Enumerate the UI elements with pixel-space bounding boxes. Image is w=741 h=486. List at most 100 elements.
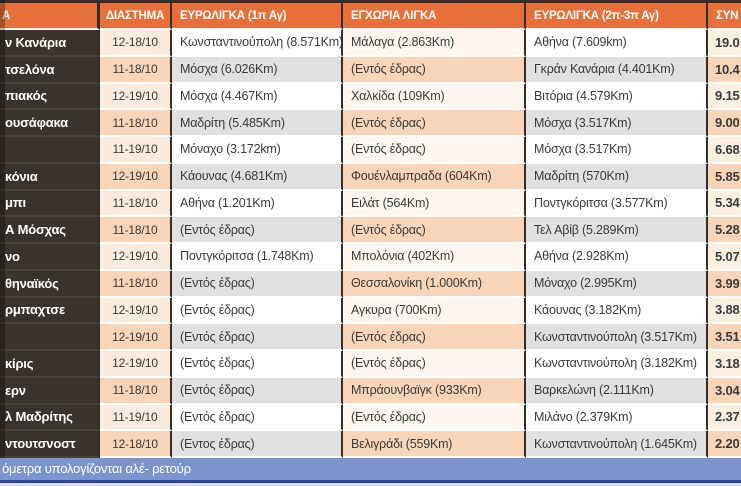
- total-cell: 5.34: [708, 190, 741, 218]
- euroleague-1-cell: (Εντός έδρας): [172, 297, 343, 325]
- euroleague-2-3-cell: Βαρκελώνη (2.111Km): [526, 377, 708, 405]
- team-cell: λ Μαδρίτης: [0, 404, 100, 432]
- euroleague-1-cell: Μαδρίτη (5.485Km): [172, 110, 343, 137]
- domestic-league-cell: Μάλαγα (2.863Km): [343, 30, 526, 57]
- table-row: πιακός 12-19/10 Μόσχα (4.467Km) Χαλκίδα (10…: [0, 83, 741, 111]
- total-cell: 6.68: [708, 137, 741, 164]
- table-row: τσελόνα 11-18/10 Μόσχα (6.026Km) (Εντός έδρ…: [0, 56, 741, 84]
- period-cell: 11-18/10: [100, 190, 172, 218]
- euroleague-1-cell: (Εντός έδρας): [172, 217, 343, 244]
- total-cell: 2.37: [708, 404, 741, 432]
- period-cell: 11-18/10: [100, 377, 172, 405]
- domestic-league-cell: (Εντός έδρας): [343, 56, 526, 84]
- total-cell: 9.15: [708, 83, 741, 111]
- total-cell: 3.88: [708, 297, 741, 325]
- euroleague-2-3-cell: Αθήνα (2.928Km): [526, 244, 708, 271]
- period-cell: 12-18/10: [100, 30, 172, 57]
- table-body: ν Κανάρια 12-18/10 Κωνσταντινούπολη (8.571…: [0, 30, 741, 458]
- total-cell: 3.04: [708, 377, 741, 405]
- total-cell: 5.85: [708, 163, 741, 191]
- period-cell: 12-19/10: [100, 351, 172, 378]
- team-cell: [0, 137, 100, 164]
- domestic-league-cell: Θεσσαλονίκη (1.000Km): [343, 270, 526, 298]
- team-cell: ρμπαχτσε: [0, 297, 100, 325]
- domestic-league-cell: Βελιγράδι (559Km): [343, 431, 526, 458]
- table-row: νο 12-19/10 Ποντγκόριτσα (1.748Km) Μπολόνια…: [0, 244, 741, 271]
- header-euroleague-2-3: ΕΥΡΩΛΙΓΚΑ (2π-3π Αγ): [526, 0, 708, 30]
- domestic-league-cell: Φουένλαμπραδα (604Km): [343, 163, 526, 191]
- domestic-league-cell: (Εντός έδρας): [343, 324, 526, 351]
- footer-note-bar: όμετρα υπολογίζονται αλέ- ρετούρ: [0, 458, 741, 483]
- table-row: 11-19/10 Μόναχο (3.172km) (Εντός έδρας) Μόσ…: [0, 137, 741, 164]
- period-cell: 11-18/10: [100, 270, 172, 298]
- euroleague-2-3-cell: Τελ Αβίβ (5.289Km): [526, 217, 708, 244]
- table-row: κίρις 12-19/10 (Εντός έδρας) (Εντός έδρας) Κ…: [0, 351, 741, 378]
- euroleague-2-3-cell: Γκράν Κανάρια (4.401Km): [526, 56, 708, 84]
- team-cell: πιακός: [0, 83, 100, 111]
- euroleague-1-cell: Μόσχα (6.026Km): [172, 56, 343, 84]
- domestic-league-cell: Ειλάτ (564Km): [343, 190, 526, 218]
- euroleague-1-cell: (Εντός έδρας): [172, 351, 343, 378]
- table-row: θηναϊκός 11-18/10 (Εντός έδρας) Θεσσαλονίκη…: [0, 270, 741, 298]
- table-row: 12-19/10 (Εντός έδρας) (Εντός έδρας) Κωνστα…: [0, 324, 741, 351]
- euroleague-1-cell: (Εντος έδρας): [172, 431, 343, 458]
- period-cell: 12-19/10: [100, 83, 172, 111]
- euroleague-2-3-cell: Κωνσταντινούπολη (3.517Km): [526, 324, 708, 351]
- table-row: λ Μαδρίτης 11-19/10 (Εντός έδρας) (Εντός έδ…: [0, 404, 741, 432]
- euroleague-2-3-cell: Μόσχα (3.517Km): [526, 110, 708, 137]
- header-period: ΔΙΑΣΤΗΜΑ: [100, 0, 172, 30]
- period-cell: 12-19/10: [100, 244, 172, 271]
- domestic-league-cell: Αγκυρα (700Km): [343, 297, 526, 325]
- table-row: ερν 11-18/10 (Εντός έδρας) Μπράουνβαϊγκ (93…: [0, 377, 741, 405]
- euroleague-2-3-cell: Κωνσταντινούπολη (3.182Km): [526, 351, 708, 378]
- team-cell: ουσάφακα: [0, 110, 100, 137]
- team-cell: ντουτσνοστ: [0, 431, 100, 458]
- euroleague-1-cell: (Εντός έδρας): [172, 377, 343, 405]
- euroleague-1-cell: Κωνσταντινούπολη (8.571Km): [172, 30, 343, 57]
- team-cell: [0, 324, 100, 351]
- euroleague-2-3-cell: Κάουνας (3.182Km): [526, 297, 708, 325]
- euroleague-1-cell: Μόναχο (3.172km): [172, 137, 343, 164]
- table-row: ντουτσνοστ 12-18/10 (Εντος έδρας) Βελιγράδι…: [0, 431, 741, 458]
- domestic-league-cell: (Εντός έδρας): [343, 351, 526, 378]
- table-row: ν Κανάρια 12-18/10 Κωνσταντινούπολη (8.571…: [0, 30, 741, 57]
- total-cell: 10.4: [708, 56, 741, 84]
- euroleague-1-cell: Αθήνα (1.201Km): [172, 190, 343, 218]
- table-row: κόνια 12-19/10 Κάουνας (4.681Km) Φουένλαμπρ…: [0, 163, 741, 191]
- table-row: Α Μόσχας 11-18/10 (Εντός έδρας) (Εντός έδρα…: [0, 217, 741, 244]
- domestic-league-cell: Χαλκίδα (109Km): [343, 83, 526, 111]
- team-cell: θηναϊκός: [0, 270, 100, 298]
- total-cell: 3.18: [708, 351, 741, 378]
- team-cell: ν Κανάρια: [0, 30, 100, 57]
- domestic-league-cell: (Εντός έδρας): [343, 217, 526, 244]
- domestic-league-cell: (Εντός έδρας): [343, 110, 526, 137]
- total-cell: 5.28: [708, 217, 741, 244]
- team-cell: τσελόνα: [0, 56, 100, 84]
- period-cell: 12-18/10: [100, 431, 172, 458]
- total-cell: 19.0: [708, 30, 741, 57]
- total-cell: 3.99: [708, 270, 741, 298]
- euroleague-2-3-cell: Μιλάνο (2.379Km): [526, 404, 708, 432]
- team-cell: νο: [0, 244, 100, 271]
- euroleague-2-3-cell: Μαδρίτη (570Km): [526, 163, 708, 191]
- header-euroleague-1: ΕΥΡΩΛΙΓΚΑ (1π Αγ): [172, 0, 343, 30]
- period-cell: 11-18/10: [100, 217, 172, 244]
- euroleague-2-3-cell: Ποντγκόριτσα (3.577Km): [526, 190, 708, 218]
- total-cell: 5.07: [708, 244, 741, 271]
- euroleague-2-3-cell: Αθήνα (7.609km): [526, 30, 708, 57]
- euroleague-1-cell: Κάουνας (4.681Km): [172, 163, 343, 191]
- table-header: Α ΔΙΑΣΤΗΜΑ ΕΥΡΩΛΙΓΚΑ (1π Αγ) ΕΓΧΩΡΙΑ ΛΙΓ…: [0, 0, 741, 30]
- period-cell: 12-19/10: [100, 163, 172, 191]
- period-cell: 12-19/10: [100, 297, 172, 325]
- travel-distances-table: Α ΔΙΑΣΤΗΜΑ ΕΥΡΩΛΙΓΚΑ (1π Αγ) ΕΓΧΩΡΙΑ ΛΙΓ…: [0, 0, 741, 458]
- period-cell: 11-18/10: [100, 56, 172, 84]
- euroleague-2-3-cell: Βιτόρια (4.579Km): [526, 83, 708, 111]
- domestic-league-cell: (Εντός έδρας): [343, 137, 526, 164]
- domestic-league-cell: Μπολόνια (402Km): [343, 244, 526, 271]
- period-cell: 11-19/10: [100, 137, 172, 164]
- period-cell: 11-18/10: [100, 110, 172, 137]
- header-total: ΣΥΝ: [708, 0, 741, 30]
- footer-note-text: όμετρα υπολογίζονται αλέ- ρετούρ: [2, 461, 191, 476]
- euroleague-1-cell: Μόσχα (4.467Km): [172, 83, 343, 111]
